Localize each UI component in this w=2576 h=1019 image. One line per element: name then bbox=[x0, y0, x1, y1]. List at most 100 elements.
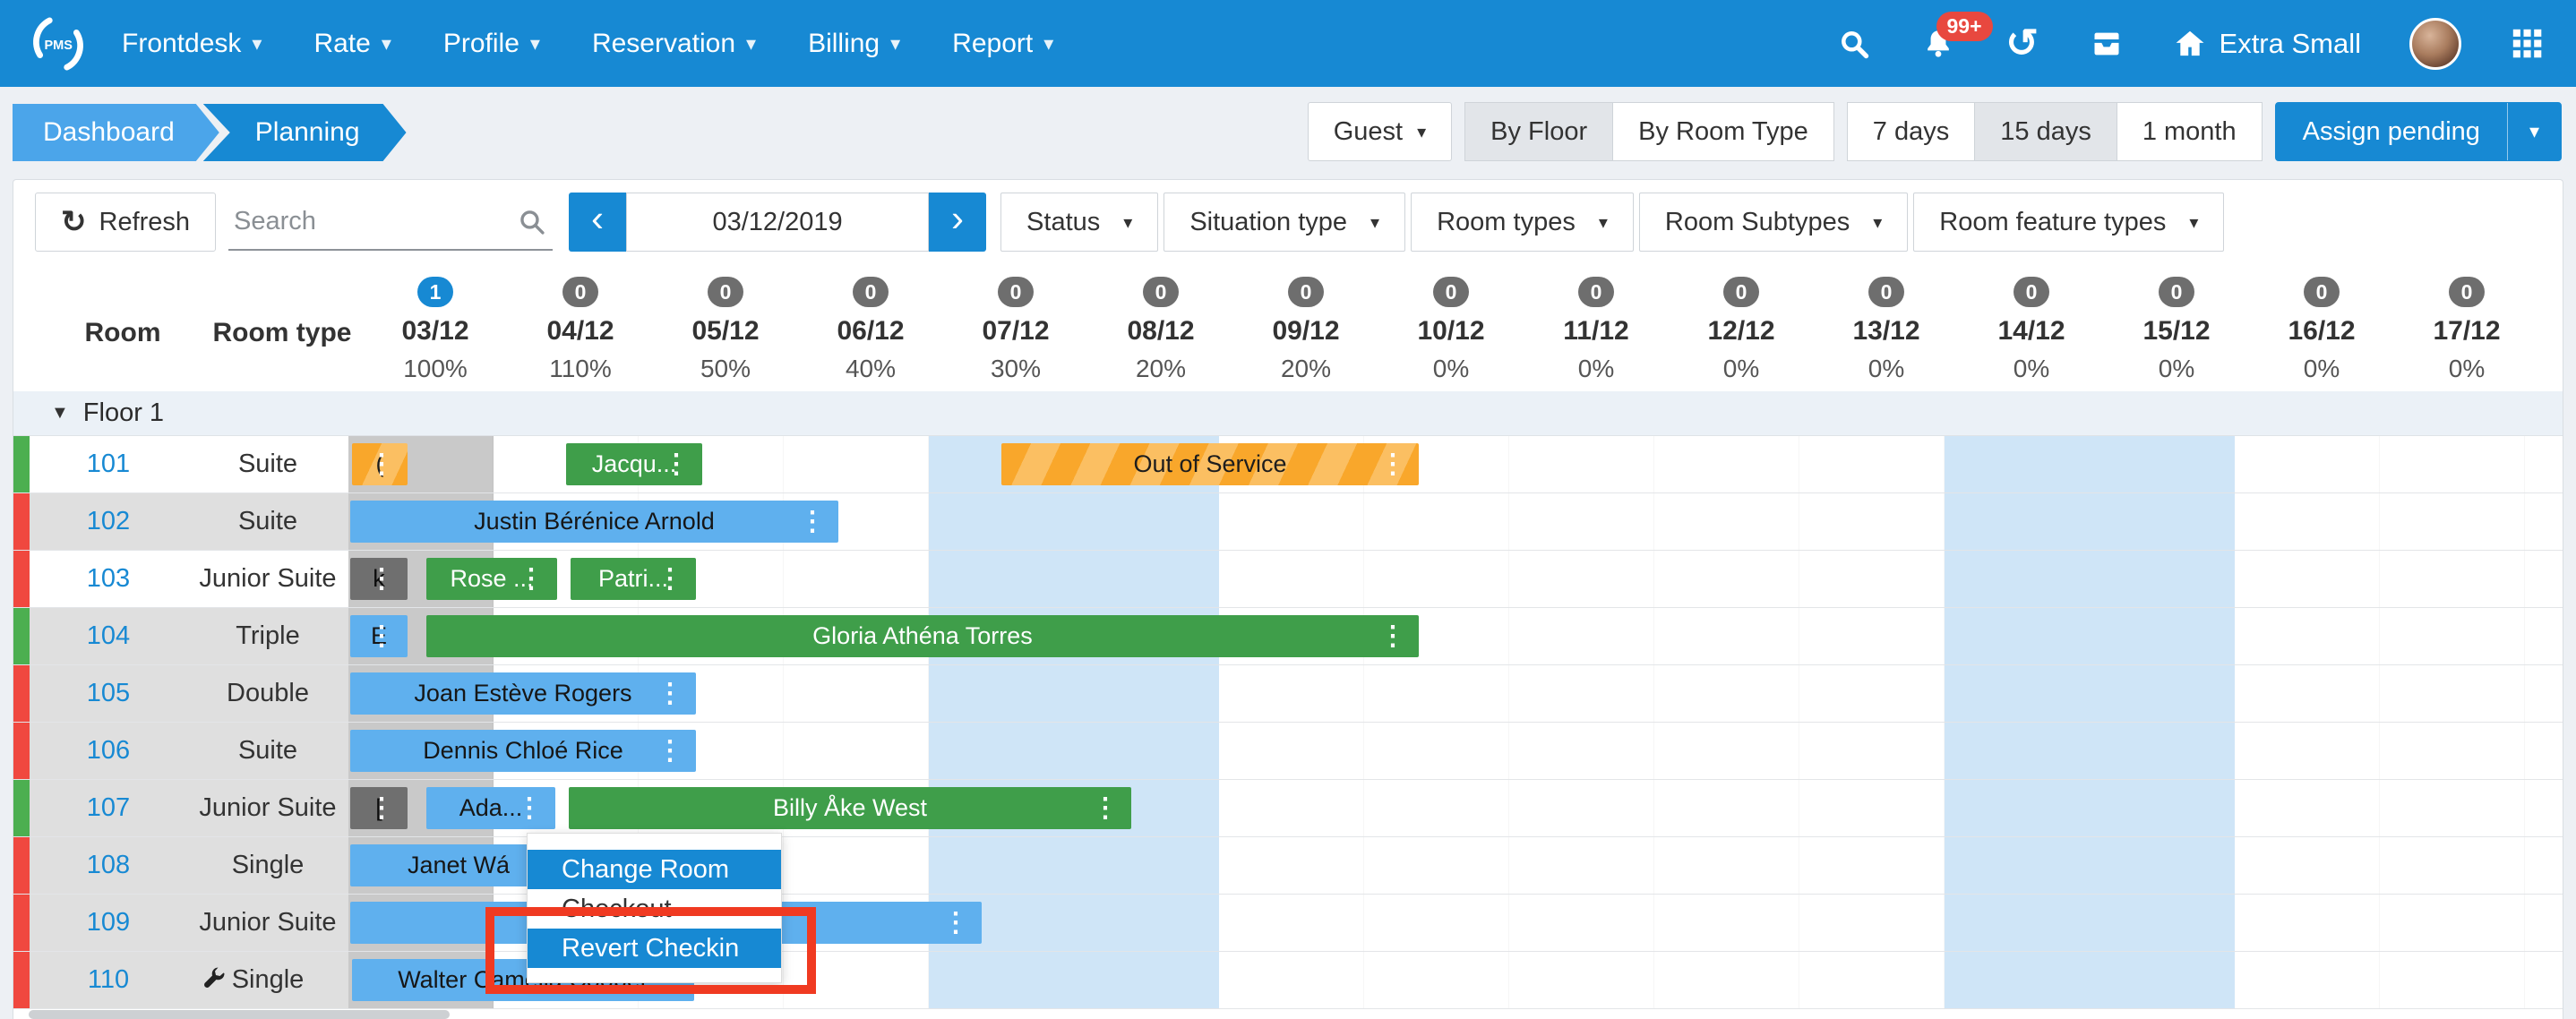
day-cell-13/12[interactable] bbox=[1799, 723, 1945, 779]
day-cell-13/12[interactable] bbox=[1799, 665, 1945, 722]
day-cell-14/12[interactable] bbox=[1945, 895, 2090, 951]
reservation-bar[interactable]: k ⋮ bbox=[350, 558, 408, 600]
day-cell-09/12[interactable] bbox=[1219, 780, 1364, 836]
day-cell-15/12[interactable] bbox=[2090, 723, 2235, 779]
day-cell-08/12[interactable] bbox=[1074, 493, 1219, 550]
reservation-bar[interactable]: Jacqu... ⋮ bbox=[566, 443, 702, 485]
day-cell-10/12[interactable] bbox=[1364, 952, 1509, 1008]
day-cell-12/12[interactable] bbox=[1654, 608, 1799, 664]
pending-count-badge[interactable]: 0 bbox=[1288, 277, 1324, 307]
day-cell-13/12[interactable] bbox=[1799, 780, 1945, 836]
day-cell-16/12[interactable] bbox=[2235, 665, 2380, 722]
day-cell-17/12[interactable] bbox=[2380, 493, 2525, 550]
kebab-menu-icon[interactable]: ⋮ bbox=[368, 564, 395, 594]
day-cell-16/12[interactable] bbox=[2235, 952, 2380, 1008]
day-cell-08/12[interactable] bbox=[1074, 723, 1219, 779]
pending-count-badge[interactable]: 0 bbox=[1143, 277, 1179, 307]
day-cell-12/12[interactable] bbox=[1654, 436, 1799, 492]
room-number-link[interactable]: 107 bbox=[86, 793, 131, 822]
day-cell-13/12[interactable] bbox=[1799, 436, 1945, 492]
day-cell-11/12[interactable] bbox=[1509, 665, 1654, 722]
nav-menu-reservation[interactable]: Reservation ▾ bbox=[592, 29, 756, 59]
room-number-link[interactable]: 101 bbox=[86, 450, 131, 478]
breadcrumb-planning[interactable]: Planning bbox=[203, 104, 407, 161]
day-cell-16/12[interactable] bbox=[2235, 723, 2380, 779]
day-cell-14/12[interactable] bbox=[1945, 436, 2090, 492]
day-cell-15/12[interactable] bbox=[2090, 780, 2235, 836]
day-cell-14/12[interactable] bbox=[1945, 551, 2090, 607]
pending-count-badge[interactable]: 0 bbox=[2449, 277, 2485, 307]
day-cell-09/12[interactable] bbox=[1219, 665, 1364, 722]
day-cell-09/12[interactable] bbox=[1219, 837, 1364, 894]
day-cell-17/12[interactable] bbox=[2380, 780, 2525, 836]
guest-dropdown-button[interactable]: Guest ▾ bbox=[1307, 102, 1453, 161]
day-cell-15/12[interactable] bbox=[2090, 895, 2235, 951]
day-cell-12/12[interactable] bbox=[1654, 723, 1799, 779]
day-cell-17/12[interactable] bbox=[2380, 895, 2525, 951]
day-cell-07/12[interactable] bbox=[929, 837, 1074, 894]
day-cell-14/12[interactable] bbox=[1945, 780, 2090, 836]
nav-menu-frontdesk[interactable]: Frontdesk ▾ bbox=[122, 29, 262, 59]
reservation-bar[interactable]: Gloria Athéna Torres ⋮ bbox=[426, 615, 1419, 657]
day-cell-10/12[interactable] bbox=[1364, 895, 1509, 951]
reservation-bar[interactable]: Justin Bérénice Arnold ⋮ bbox=[350, 501, 838, 543]
day-cell-06/12[interactable] bbox=[784, 665, 929, 722]
day-cell-10/12[interactable] bbox=[1364, 493, 1509, 550]
day-cell-08/12[interactable] bbox=[1074, 551, 1219, 607]
day-cell-11/12[interactable] bbox=[1509, 436, 1654, 492]
day-cell-17/12[interactable] bbox=[2380, 837, 2525, 894]
nav-menu-report[interactable]: Report ▾ bbox=[952, 29, 1053, 59]
date-display[interactable]: 03/12/2019 bbox=[626, 193, 930, 252]
day-cell-12/12[interactable] bbox=[1654, 952, 1799, 1008]
context-menu-item-revert-checkin[interactable]: Revert Checkin bbox=[528, 929, 781, 968]
day-cell-17/12[interactable] bbox=[2380, 952, 2525, 1008]
assign-pending-button[interactable]: Assign pending ▾ bbox=[2274, 102, 2562, 161]
day-cell-17/12[interactable] bbox=[2380, 551, 2525, 607]
day-cell-09/12[interactable] bbox=[1219, 723, 1364, 779]
pending-count-badge[interactable]: 1 bbox=[417, 277, 453, 307]
day-cell-08/12[interactable] bbox=[1074, 895, 1219, 951]
next-day-button[interactable]: › bbox=[929, 193, 987, 252]
history-icon[interactable]: ↺ bbox=[2005, 21, 2039, 65]
floor-group-row[interactable]: ▼ Floor 1 bbox=[13, 391, 2563, 436]
day-cell-11/12[interactable] bbox=[1509, 895, 1654, 951]
reservation-bar[interactable]: E ⋮ bbox=[350, 615, 408, 657]
day-cell-12/12[interactable] bbox=[1654, 780, 1799, 836]
reservation-bar[interactable]: Dennis Chloé Rice ⋮ bbox=[350, 730, 696, 772]
day-cell-15/12[interactable] bbox=[2090, 665, 2235, 722]
pending-count-badge[interactable]: 0 bbox=[708, 277, 743, 307]
day-cell-12/12[interactable] bbox=[1654, 837, 1799, 894]
kebab-menu-icon[interactable]: ⋮ bbox=[368, 621, 395, 651]
breadcrumb-dashboard[interactable]: Dashboard bbox=[13, 104, 219, 161]
kebab-menu-icon[interactable]: ⋮ bbox=[1092, 793, 1119, 823]
room-number-link[interactable]: 110 bbox=[87, 965, 130, 994]
day-cell-16/12[interactable] bbox=[2235, 895, 2380, 951]
kebab-menu-icon[interactable]: ⋮ bbox=[368, 793, 395, 823]
pending-count-badge[interactable]: 0 bbox=[562, 277, 598, 307]
day-cell-10/12[interactable] bbox=[1364, 665, 1509, 722]
day-cell-06/12[interactable] bbox=[784, 436, 929, 492]
notification-count-badge[interactable]: 99+ bbox=[1936, 11, 1993, 41]
day-cell-15/12[interactable] bbox=[2090, 436, 2235, 492]
filter-situation-type-dropdown[interactable]: Situation type ▾ bbox=[1163, 193, 1406, 252]
day-cell-10/12[interactable] bbox=[1364, 723, 1509, 779]
kebab-menu-icon[interactable]: ⋮ bbox=[1379, 621, 1406, 651]
notifications-bell-icon[interactable]: 99+ bbox=[1920, 11, 1993, 62]
room-number-link[interactable]: 105 bbox=[86, 679, 131, 707]
filter-room-subtypes-dropdown[interactable]: Room Subtypes ▾ bbox=[1638, 193, 1909, 252]
day-cell-15/12[interactable] bbox=[2090, 837, 2235, 894]
day-cell-14/12[interactable] bbox=[1945, 665, 2090, 722]
day-cell-13/12[interactable] bbox=[1799, 895, 1945, 951]
nav-menu-billing[interactable]: Billing ▾ bbox=[808, 29, 900, 59]
day-cell-13/12[interactable] bbox=[1799, 493, 1945, 550]
by-room-type-button[interactable]: By Room Type bbox=[1613, 102, 1834, 161]
reservation-bar[interactable]: Joan Estève Rogers ⋮ bbox=[350, 672, 696, 715]
pending-count-badge[interactable]: 0 bbox=[1868, 277, 1904, 307]
day-cell-08/12[interactable] bbox=[1074, 837, 1219, 894]
day-cell-07/12[interactable] bbox=[929, 952, 1074, 1008]
refresh-button[interactable]: ↻ Refresh bbox=[35, 193, 217, 252]
day-cell-15/12[interactable] bbox=[2090, 551, 2235, 607]
filter-room-feature-types-dropdown[interactable]: Room feature types ▾ bbox=[1913, 193, 2225, 252]
search-icon[interactable] bbox=[1836, 26, 1872, 62]
day-cell-13/12[interactable] bbox=[1799, 837, 1945, 894]
